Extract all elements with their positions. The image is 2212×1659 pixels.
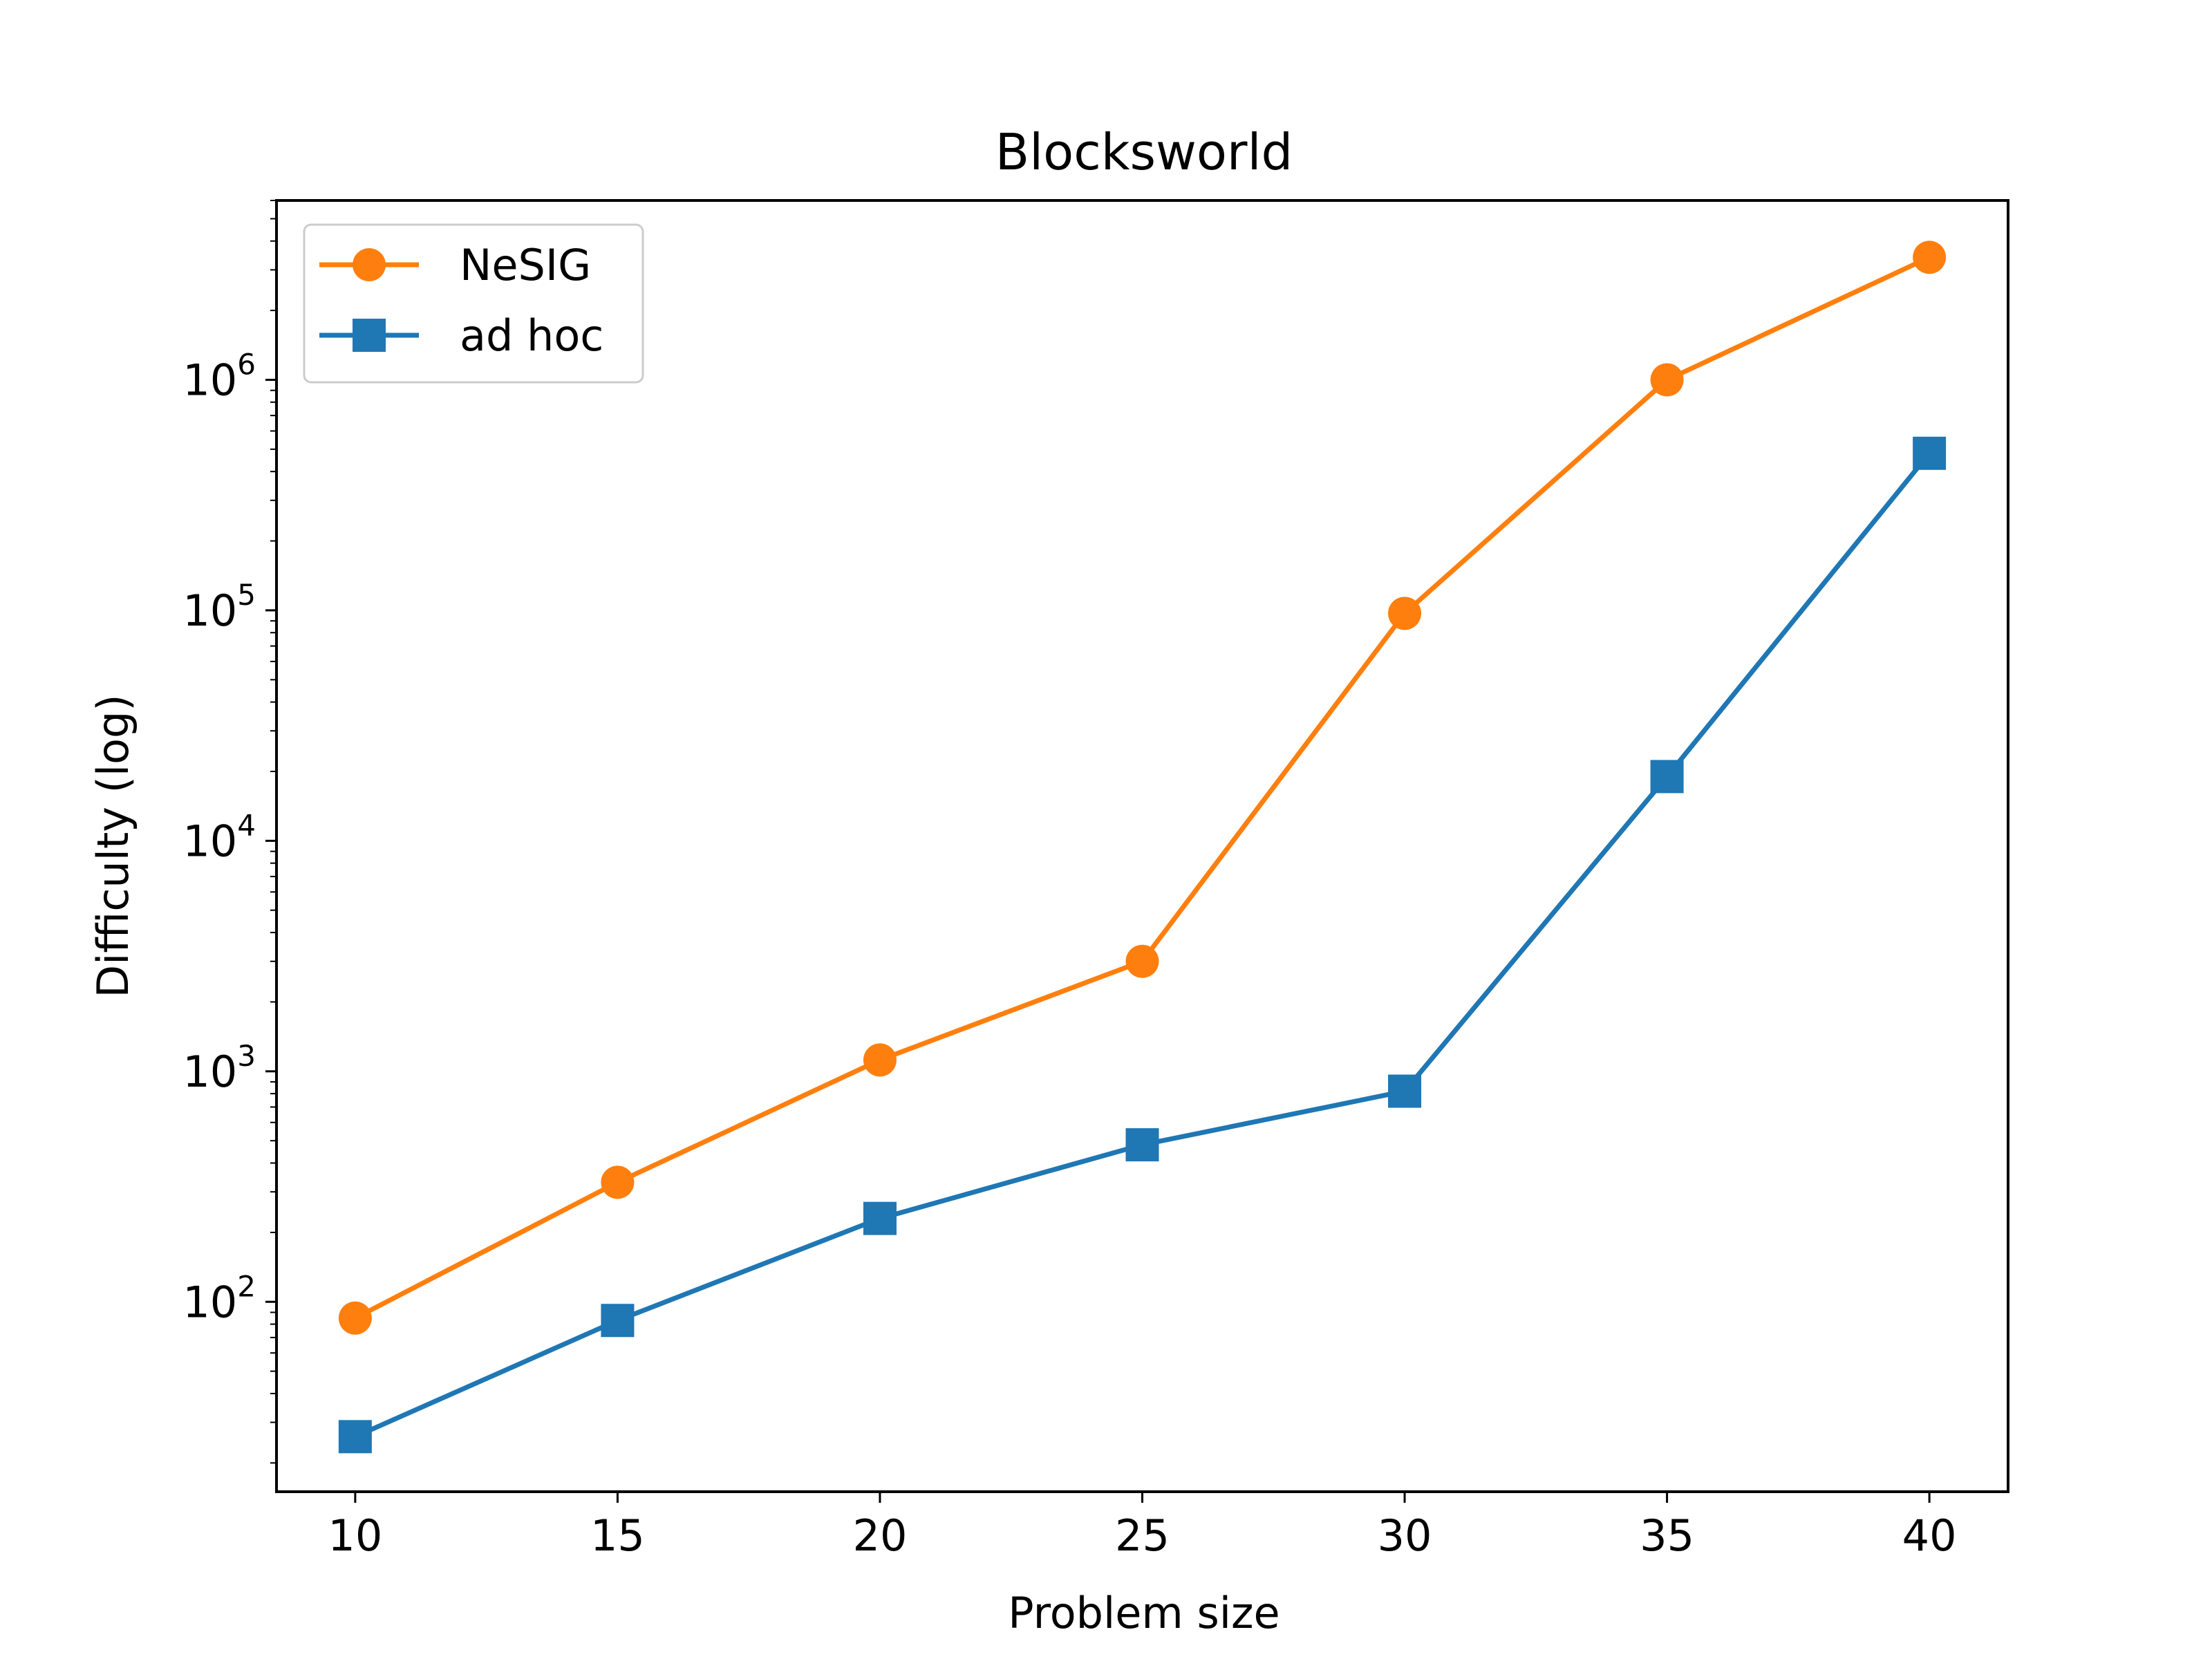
x-tick-label: 15 [590,1510,645,1561]
data-point-ad-hoc [338,1420,372,1454]
x-tick-label: 35 [1640,1510,1694,1561]
data-point-nesig [601,1165,635,1199]
data-point-nesig [1388,597,1422,630]
data-point-nesig [1125,944,1159,978]
y-axis: 102 103 104 105 106 [182,200,276,1464]
x-tick-label: 30 [1378,1510,1432,1561]
x-axis: 10 15 20 25 30 35 40 [328,1492,1957,1561]
data-point-nesig [1650,363,1684,397]
legend-marker-nesig [353,248,386,281]
x-tick-label: 10 [328,1510,382,1561]
legend: NeSIG ad hoc [303,223,644,384]
plot-area [338,241,1947,1454]
y-tick-label: 103 [182,1039,256,1097]
legend-marker-ad-hoc [353,319,386,352]
x-tick-label: 40 [1902,1510,1957,1561]
x-tick-label: 20 [853,1510,908,1561]
data-point-nesig [338,1301,372,1335]
chart-title: Blocksworld [995,123,1293,181]
y-tick-label: 106 [182,347,256,405]
data-point-ad-hoc [1125,1128,1159,1162]
data-point-ad-hoc [601,1304,635,1338]
legend-label-ad-hoc: ad hoc [460,310,603,361]
y-tick-label: 105 [182,578,256,636]
x-tick-label: 25 [1115,1510,1170,1561]
data-point-ad-hoc [1650,760,1684,794]
legend-label-nesig: NeSIG [460,240,591,290]
y-tick-label: 104 [182,808,256,866]
data-point-ad-hoc [863,1201,897,1235]
axes-frame [275,199,2009,1493]
data-point-nesig [1913,241,1947,274]
y-axis-label: Difficulty (log) [88,694,138,997]
data-point-ad-hoc [1388,1074,1422,1108]
x-axis-label: Problem size [1008,1588,1280,1638]
data-point-nesig [863,1043,897,1077]
y-tick-label: 102 [182,1269,256,1327]
data-point-ad-hoc [1913,436,1947,470]
